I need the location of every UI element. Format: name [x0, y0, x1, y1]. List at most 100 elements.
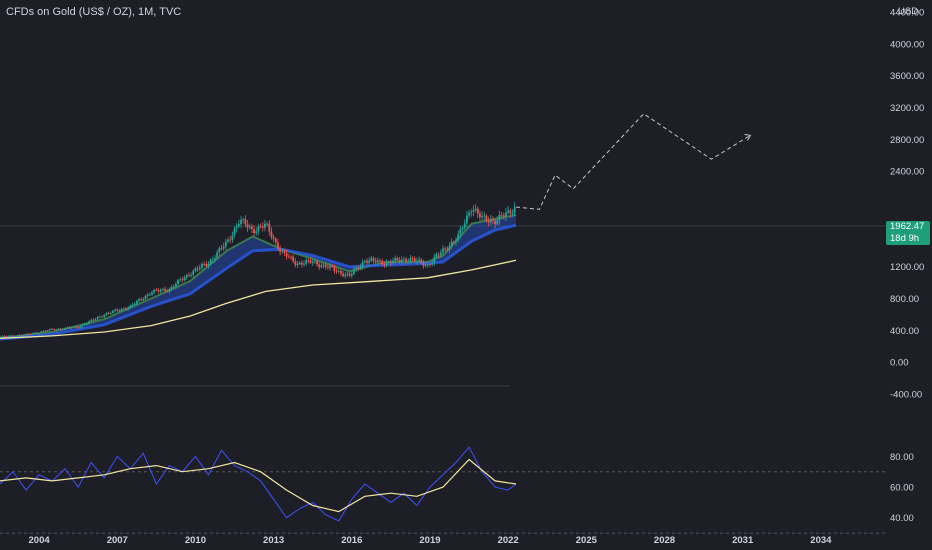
price-tick-label: 800.00 — [890, 294, 919, 305]
time-tick-label: 2025 — [576, 535, 598, 546]
candle-body — [27, 333, 30, 335]
time-tick-label: 2031 — [732, 535, 754, 546]
candle-body — [379, 260, 381, 262]
candle-body — [198, 267, 201, 270]
candle-body — [277, 242, 279, 250]
candle-body — [255, 231, 258, 234]
candle-body — [237, 224, 240, 227]
candle-body — [40, 331, 43, 333]
rsi-line — [0, 446, 517, 522]
candle-body — [357, 267, 360, 269]
candle-body — [112, 310, 114, 313]
candle-body — [439, 252, 442, 256]
candle-body — [135, 301, 138, 304]
candle-body — [77, 327, 80, 329]
candle-body — [435, 254, 438, 258]
candle-body — [507, 210, 510, 213]
candle-body — [505, 212, 507, 217]
candle-body — [20, 335, 23, 337]
candle-body — [305, 260, 308, 264]
bar-countdown-badge: 18d 9h — [886, 233, 930, 245]
candle-body — [68, 327, 71, 329]
candle-body — [183, 277, 186, 281]
candle-body — [398, 259, 401, 262]
candle-body — [264, 223, 266, 228]
candle-body — [33, 332, 36, 334]
candle-body — [103, 315, 106, 317]
candle-body — [12, 335, 14, 337]
candle-body — [92, 319, 95, 321]
candle-body — [476, 208, 479, 214]
candle-body — [190, 275, 192, 276]
candle-body — [424, 265, 427, 266]
candle-body — [44, 330, 47, 332]
candle-body — [394, 258, 397, 261]
candle-body — [120, 308, 123, 311]
candle-body — [372, 258, 375, 261]
candle-body — [209, 259, 212, 264]
candle-body — [83, 324, 86, 326]
candle-body — [166, 290, 169, 292]
candle-body — [361, 262, 364, 267]
candle-body — [1, 335, 4, 337]
candle-body — [196, 268, 199, 270]
candle-body — [396, 258, 399, 260]
candle-body — [418, 259, 421, 261]
candle-body — [146, 294, 149, 296]
candle-body — [64, 327, 67, 330]
candle-body — [88, 321, 90, 324]
candle-body — [192, 271, 195, 276]
candle-body — [376, 260, 379, 263]
candle-body — [90, 319, 93, 322]
candle-body — [207, 263, 210, 266]
price-tick-label: 4000.00 — [890, 39, 924, 50]
candle-body — [496, 220, 499, 225]
candle-body — [101, 316, 103, 318]
candle-body — [42, 330, 45, 332]
price-layer — [0, 113, 752, 341]
candle-body — [472, 210, 475, 212]
candle-body — [483, 215, 486, 217]
candle-body — [461, 227, 464, 230]
candle-body — [218, 248, 221, 253]
candle-body — [489, 219, 492, 223]
price-tick-label: 2400.00 — [890, 167, 924, 178]
candle-body — [274, 238, 277, 243]
last-price-badge: 1962.47 — [886, 221, 930, 233]
candle-body — [479, 213, 481, 218]
candle-body — [500, 214, 503, 216]
chart-title: CFDs on Gold (US$ / OZ), 1M, TVC — [6, 6, 182, 18]
candle-body — [279, 249, 282, 252]
candle-body — [442, 248, 444, 253]
candle-body — [116, 309, 119, 311]
candle-body — [25, 333, 27, 335]
candle-body — [31, 333, 34, 335]
candle-body — [36, 332, 38, 334]
candle-body — [118, 310, 121, 312]
candle-body — [422, 262, 425, 266]
candle-body — [322, 264, 325, 266]
candle-body — [324, 264, 327, 268]
price-tick-label: 400.00 — [890, 326, 919, 337]
candle-body — [231, 235, 234, 240]
candle-body — [81, 324, 84, 327]
candle-body — [455, 240, 457, 242]
rsi-tick-label: 40.00 — [890, 513, 914, 524]
candle-body — [487, 220, 490, 223]
candle-body — [125, 308, 127, 310]
candle-body — [502, 215, 505, 217]
candle-body — [459, 229, 462, 235]
candle-body — [94, 318, 97, 320]
candle-body — [51, 329, 54, 330]
candle-body — [205, 263, 208, 266]
candle-body — [140, 299, 143, 300]
candle-body — [3, 335, 6, 337]
candle-body — [122, 308, 125, 310]
candle-body — [222, 246, 225, 249]
candle-body — [251, 226, 253, 230]
candle-body — [405, 258, 407, 262]
price-tick-label: -400.00 — [890, 390, 922, 401]
candle-body — [185, 274, 188, 278]
